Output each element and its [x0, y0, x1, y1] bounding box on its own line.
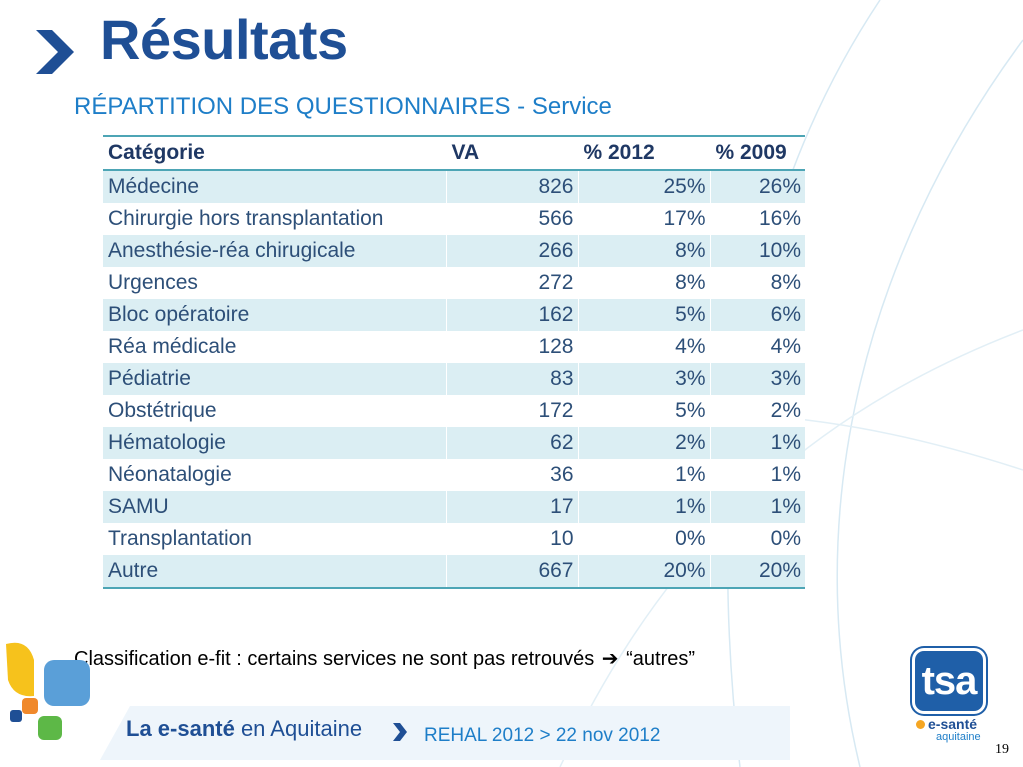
cell-va: 17 [445, 491, 578, 523]
cell-pct-2012: 1% [577, 459, 710, 491]
note-suffix: “autres” [626, 648, 696, 670]
cell-pct-2012: 4% [577, 331, 710, 363]
header-pct-2012: % 2012 [577, 135, 710, 171]
cell-va: 172 [445, 395, 578, 427]
table-row: Néonatalogie 36 1% 1% [103, 459, 805, 491]
cell-pct-2009: 1% [709, 427, 805, 459]
table-row: Anesthésie-réa chirugicale 266 8% 10% [103, 235, 805, 267]
cell-va: 566 [445, 203, 578, 235]
page-title: Résultats [100, 8, 348, 71]
cell-categorie: Néonatalogie [103, 459, 446, 491]
cell-pct-2012: 3% [577, 363, 710, 395]
cell-va: 62 [445, 427, 578, 459]
cell-categorie: Urgences [103, 267, 446, 299]
cell-va: 128 [445, 331, 578, 363]
cell-pct-2012: 8% [577, 267, 710, 299]
table-row: Chirurgie hors transplantation 566 17% 16% [103, 203, 805, 235]
table-row: Hématologie 62 2% 1% [103, 427, 805, 459]
page-number: 19 [995, 742, 1009, 757]
cell-categorie: Réa médicale [103, 331, 446, 363]
cell-pct-2012: 20% [577, 555, 710, 589]
cell-categorie: Chirurgie hors transplantation [103, 203, 446, 235]
header-pct-2009: % 2009 [709, 135, 805, 171]
cell-pct-2012: 8% [577, 235, 710, 267]
results-table: Catégorie VA % 2012 % 2009 Médecine 826 25… [103, 135, 805, 589]
cell-va: 266 [445, 235, 578, 267]
cell-pct-2012: 25% [577, 170, 710, 203]
cell-pct-2009: 2% [709, 395, 805, 427]
footer-event: REHAL 2012 > 22 nov 2012 [424, 725, 661, 746]
cell-pct-2009: 20% [709, 555, 805, 589]
cell-va: 667 [445, 555, 578, 589]
cell-categorie: Autre [103, 555, 446, 589]
cell-categorie: Hématologie [103, 427, 446, 459]
right-arrow-icon: ➔ [601, 648, 619, 670]
cell-pct-2012: 5% [577, 299, 710, 331]
footer-brand-rest: en Aquitaine [234, 716, 363, 741]
table-row: Réa médicale 128 4% 4% [103, 331, 805, 363]
cell-categorie: Pédiatrie [103, 363, 446, 395]
cell-pct-2009: 6% [709, 299, 805, 331]
cell-pct-2009: 8% [709, 267, 805, 299]
cell-pct-2012: 2% [577, 427, 710, 459]
footer-chevron-icon [393, 723, 407, 741]
cell-va: 10 [445, 523, 578, 555]
cell-categorie: Obstétrique [103, 395, 446, 427]
table-row: Obstétrique 172 5% 2% [103, 395, 805, 427]
cell-categorie: Anesthésie-réa chirugicale [103, 235, 446, 267]
tsa-logo: tsa [912, 648, 986, 714]
cell-va: 83 [445, 363, 578, 395]
cell-categorie: Bloc opératoire [103, 299, 446, 331]
table-row: Médecine 826 25% 26% [103, 170, 805, 203]
results-table-container: Catégorie VA % 2012 % 2009 Médecine 826 25… [103, 135, 805, 589]
table-body: Médecine 826 25% 26% Chirurgie hors transpla… [103, 170, 805, 589]
esante-aquitaine-logo-mark [6, 642, 90, 740]
orange-dot-icon [916, 720, 925, 729]
cell-pct-2009: 26% [709, 170, 805, 203]
cell-pct-2012: 17% [577, 203, 710, 235]
cell-va: 162 [445, 299, 578, 331]
note-text: Classification e-fit : certains services… [74, 648, 595, 670]
cell-va: 826 [445, 170, 578, 203]
table-row: Transplantation 10 0% 0% [103, 523, 805, 555]
cell-categorie: Transplantation [103, 523, 446, 555]
footer-brand-bold: La e-santé [126, 716, 235, 741]
cell-va: 36 [445, 459, 578, 491]
header-categorie: Catégorie [103, 135, 446, 171]
cell-categorie: Médecine [103, 170, 446, 203]
cell-pct-2012: 5% [577, 395, 710, 427]
cell-pct-2009: 4% [709, 331, 805, 363]
cell-pct-2009: 1% [709, 459, 805, 491]
table-row: Urgences 272 8% 8% [103, 267, 805, 299]
footer-brand: La e-santé en Aquitaine [126, 716, 362, 742]
table-header-row: Catégorie VA % 2012 % 2009 [103, 135, 805, 171]
header-va: VA [445, 135, 578, 171]
cell-pct-2009: 3% [709, 363, 805, 395]
page-subtitle: RÉPARTITION DES QUESTIONNAIRES - Service [74, 93, 612, 120]
table-row: SAMU 17 1% 1% [103, 491, 805, 523]
cell-pct-2009: 16% [709, 203, 805, 235]
table-row: Bloc opératoire 162 5% 6% [103, 299, 805, 331]
esante-label: e-santé [928, 716, 978, 732]
table-row: Autre 667 20% 20% [103, 555, 805, 589]
cell-va: 272 [445, 267, 578, 299]
cell-pct-2012: 0% [577, 523, 710, 555]
title-chevron-icon [36, 30, 74, 74]
aquitaine-logo-text: aquitaine [936, 731, 981, 743]
table-row: Pédiatrie 83 3% 3% [103, 363, 805, 395]
classification-note: Classification e-fit : certains services… [74, 646, 695, 671]
cell-pct-2009: 1% [709, 491, 805, 523]
cell-categorie: SAMU [103, 491, 446, 523]
cell-pct-2009: 10% [709, 235, 805, 267]
footer-band [100, 706, 790, 760]
cell-pct-2012: 1% [577, 491, 710, 523]
cell-pct-2009: 0% [709, 523, 805, 555]
esante-logo-text: e-santé [916, 716, 977, 732]
